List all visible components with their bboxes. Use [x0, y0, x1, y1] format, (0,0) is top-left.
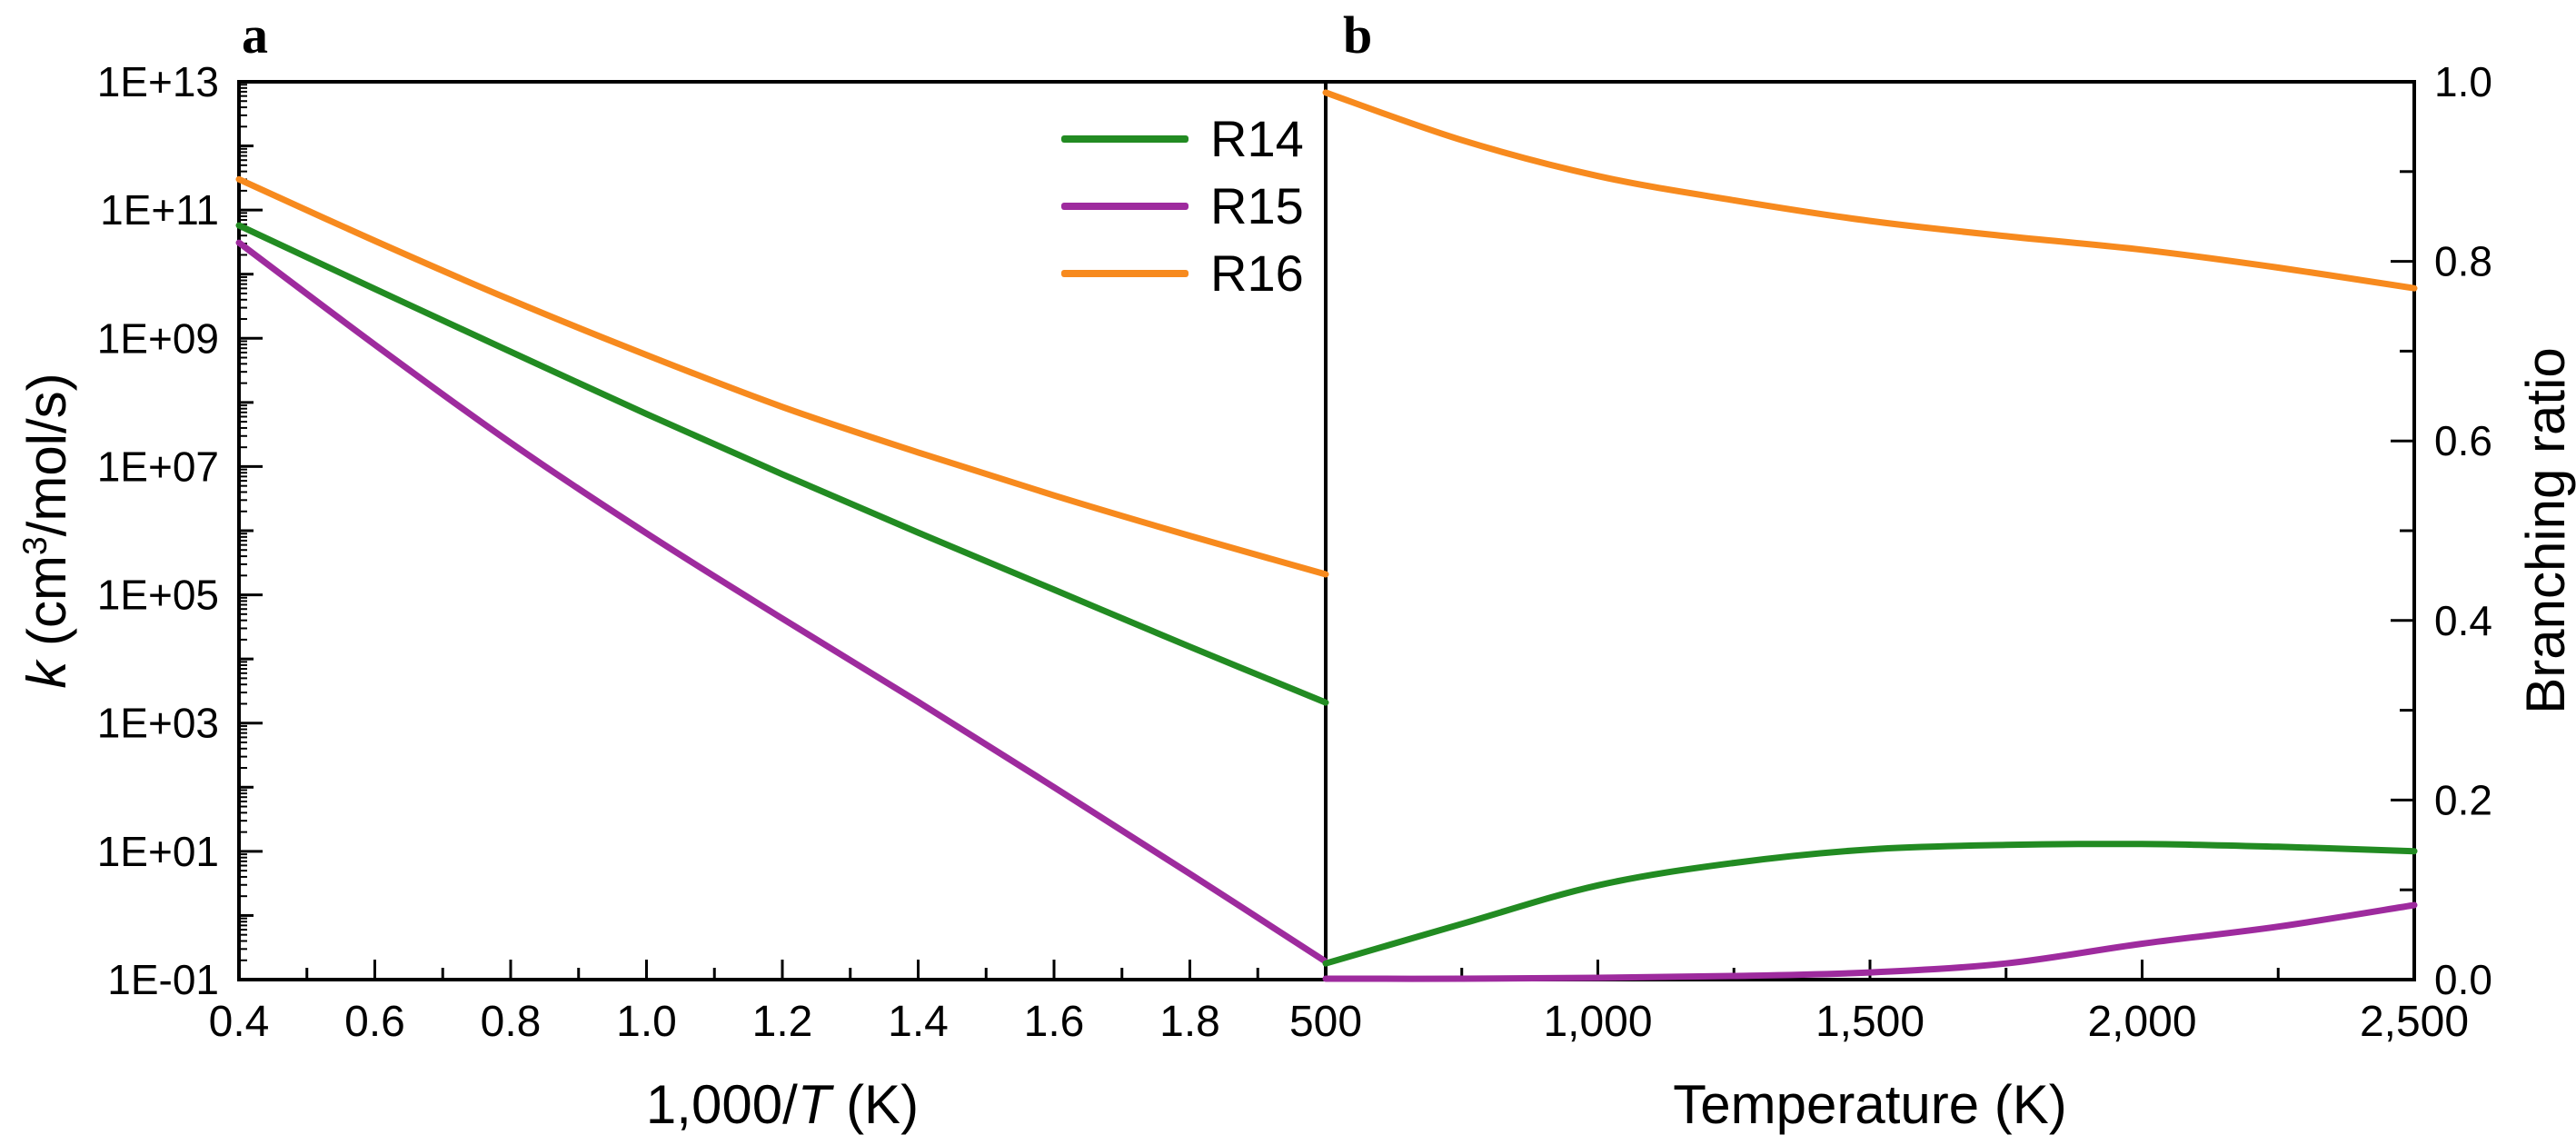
x-tick-label: 2,000 [2087, 998, 2196, 1046]
legend-line-r15 [1061, 203, 1189, 210]
panel-a-letter: a [242, 5, 268, 65]
x-axis-title-post: (K) [830, 1074, 920, 1135]
curve-r15-panel-b [1322, 901, 2418, 982]
y-axis-title-k: k [16, 661, 77, 689]
x-tick-label: 1.4 [888, 998, 949, 1046]
legend-label-r15: R15 [1210, 177, 1304, 234]
panel-b-x-axis-title: Temperature (K) [1673, 1074, 2067, 1135]
y-tick-label: 1E+05 [97, 572, 219, 619]
y-tick-label: 1.0 [2434, 58, 2492, 105]
legend-label-r14: R14 [1210, 110, 1304, 167]
y-tick-label: 0.2 [2434, 776, 2492, 823]
x-tick-label: 1.2 [752, 998, 813, 1046]
curve-r16-panel-a [235, 175, 1329, 578]
panel-b-letter: b [1343, 5, 1373, 65]
legend-item-r15: R15 [1061, 173, 1304, 240]
curve-r14-panel-b [1322, 841, 2418, 967]
y-tick-label: 1E-01 [107, 956, 219, 1003]
y-tick-label: 1E+03 [97, 700, 219, 747]
y-tick-label: 1E+09 [97, 314, 219, 362]
curve-r14-panel-a [235, 222, 1329, 706]
x-tick-label: 0.4 [209, 998, 270, 1046]
x-tick-label: 1.0 [616, 998, 677, 1046]
legend-item-r16: R16 [1061, 240, 1304, 307]
panel-a-y-axis-title: k (cm3/mol/s) [15, 373, 77, 688]
y-axis-title-sup: 3 [15, 536, 54, 556]
x-tick-label: 500 [1289, 998, 1362, 1046]
x-tick-label: 1,000 [1543, 998, 1652, 1046]
legend-line-r14 [1061, 135, 1189, 143]
y-tick-label: 1E+13 [97, 58, 219, 105]
y-tick-label: 0.0 [2434, 956, 2492, 1003]
x-tick-label: 0.6 [344, 998, 405, 1046]
y-tick-label: 1E+01 [97, 828, 219, 875]
x-tick-label: 0.8 [481, 998, 542, 1046]
panel-b-y-axis-title: Branching ratio [2515, 347, 2576, 714]
y-axis-title-end: /mol/s) [16, 373, 77, 537]
legend-item-r14: R14 [1061, 105, 1304, 173]
x-tick-label: 1.6 [1024, 998, 1085, 1046]
x-axis-title-pre: 1,000/ [645, 1074, 798, 1135]
curve-r16-panel-b [1322, 89, 2418, 292]
y-tick-label: 0.4 [2434, 597, 2492, 644]
y-axis-title-mid: (cm [16, 555, 77, 662]
legend-line-r16 [1061, 270, 1189, 277]
legend: R14 R15 R16 [1061, 105, 1304, 307]
y-tick-label: 0.6 [2434, 417, 2492, 464]
x-tick-label: 1.8 [1159, 998, 1220, 1046]
y-tick-label: 0.8 [2434, 238, 2492, 285]
legend-label-r16: R16 [1210, 244, 1304, 302]
curve-r15-panel-a [235, 239, 1329, 965]
x-axis-title-T: T [797, 1074, 831, 1135]
x-tick-label: 2,500 [2360, 998, 2469, 1046]
y-tick-label: 1E+07 [97, 443, 219, 490]
x-tick-label: 1,500 [1815, 998, 1925, 1046]
panel-a-x-axis-title: 1,000/T (K) [239, 1078, 1326, 1132]
y-tick-label: 1E+11 [100, 186, 219, 234]
